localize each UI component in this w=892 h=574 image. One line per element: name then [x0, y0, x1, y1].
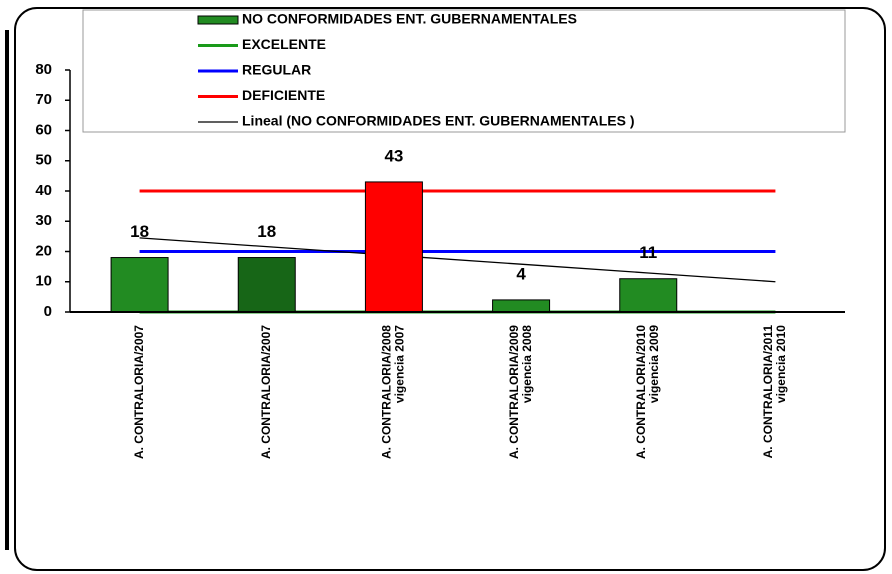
data-label: 43 [384, 146, 403, 165]
x-tick-label: vigencia 2007 [393, 325, 407, 403]
legend-label: REGULAR [242, 62, 311, 78]
bar [619, 278, 678, 313]
y-tick-label: 0 [44, 303, 52, 320]
y-tick-label: 20 [35, 242, 52, 259]
y-tick-label: 70 [35, 91, 52, 108]
bar [492, 299, 551, 313]
x-tick-label: A. CONTRALORIA/2007 [259, 325, 273, 459]
legend-swatch [197, 15, 239, 25]
x-tick-label: A. CONTRALORIA/2011 [761, 325, 775, 459]
x-tick-label: A. CONTRALORIA/2009 [507, 325, 521, 459]
legend-label: DEFICIENTE [242, 87, 325, 103]
legend-label: Lineal (NO CONFORMIDADES ENT. GUBERNAMEN… [242, 113, 635, 129]
legend-label: EXCELENTE [242, 36, 326, 52]
y-tick-label: 40 [35, 182, 52, 199]
bar [364, 181, 423, 313]
y-tick-label: 80 [35, 61, 52, 78]
bar [110, 257, 169, 313]
data-label: 18 [257, 222, 276, 241]
x-tick-label: A. CONTRALORIA/2008 [380, 325, 394, 459]
y-tick-label: 60 [35, 121, 52, 138]
x-tick-label: A. CONTRALORIA/2010 [634, 325, 648, 459]
x-tick-label: vigencia 2010 [774, 325, 788, 403]
x-tick-label: vigencia 2008 [520, 325, 534, 403]
legend-label: NO CONFORMIDADES ENT. GUBERNAMENTALES [242, 11, 577, 27]
data-label: 4 [516, 264, 526, 283]
x-tick-label: A. CONTRALORIA/2007 [132, 325, 146, 459]
bar [237, 257, 296, 313]
data-label: 11 [639, 243, 657, 262]
data-label: 18 [130, 222, 149, 241]
x-tick-label: vigencia 2009 [647, 325, 661, 403]
y-tick-label: 10 [35, 273, 52, 290]
y-tick-label: 30 [35, 212, 52, 229]
chart-frame [14, 7, 886, 571]
y-tick-label: 50 [35, 152, 52, 169]
series-line [139, 237, 776, 283]
